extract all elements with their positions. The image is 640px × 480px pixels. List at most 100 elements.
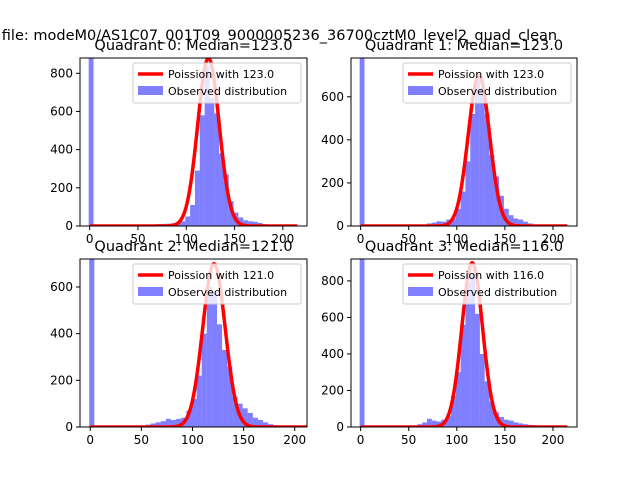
histogram-bar (190, 205, 195, 226)
legend-label-observed: Observed distribution (168, 85, 287, 98)
histogram-bar (503, 419, 509, 427)
x-tick-label: 0 (357, 232, 365, 246)
legend-box (402, 62, 572, 104)
histogram-bar (223, 174, 229, 226)
x-tick-label: 200 (271, 232, 294, 246)
histogram-bar (513, 218, 519, 226)
histogram-bar (494, 176, 500, 226)
histogram-bar (201, 333, 207, 427)
histogram-bar (465, 282, 471, 427)
legend-hist-swatch (138, 287, 163, 296)
x-tick-label: 0 (357, 433, 365, 447)
legend: Poission with 116.0 Observed distribution (402, 263, 572, 305)
histogram-bar (513, 422, 519, 427)
x-tick-label: 150 (493, 433, 516, 447)
quadrant-0-chart: Quadrant 0: Median=123.0 0 50 100 150 200 0 200… (50, 38, 308, 246)
histogram-bar (465, 161, 471, 226)
x-tick-label: 50 (401, 232, 416, 246)
poisson-fit-line (359, 260, 569, 427)
histogram-bar (211, 291, 218, 427)
histogram-bar (176, 418, 182, 427)
histogram-bar (489, 401, 495, 427)
histogram-bar (217, 324, 223, 427)
histogram-bar (186, 410, 192, 427)
histogram-bar (204, 65, 210, 226)
quadrant-3-chart: Quadrant 3: Median=116.0 0 50 100 150 200 0 200… (321, 239, 578, 447)
y-tick-label: 200 (50, 181, 73, 195)
histogram-bar (263, 422, 269, 427)
histogram-bar (194, 170, 200, 226)
x-tick-label: 100 (445, 433, 468, 447)
x-tick-label: 100 (181, 433, 204, 447)
y-tick-label: 600 (50, 280, 73, 294)
axes-frame (350, 258, 578, 428)
figure-suptitle: n file: modeM0/AS1C07_001T09_9000005236_… (0, 28, 557, 44)
histogram-bar (227, 366, 233, 427)
histogram-bar (479, 353, 485, 427)
legend-hist-swatch (138, 86, 163, 95)
legend-label-poisson: Poission with 123.0 (168, 68, 274, 81)
panel-title: Quadrant 0: Median=123.0 (94, 38, 292, 54)
axes-frame (350, 57, 578, 227)
legend-label-poisson: Poission with 121.0 (168, 269, 274, 282)
x-tick-label: 150 (493, 232, 516, 246)
histogram-bar (222, 350, 228, 427)
histogram-bar (232, 396, 238, 427)
histogram-bar (243, 220, 249, 226)
histogram-bar (475, 79, 480, 226)
histogram-bar (165, 418, 172, 427)
panel-title: Quadrant 1: Median=123.0 (365, 38, 563, 54)
histogram-bar (451, 395, 456, 427)
histogram-bar (422, 422, 427, 427)
legend-label-observed: Observed distribution (438, 85, 557, 98)
legend-label-poisson: Poission with 123.0 (438, 68, 544, 81)
histogram-bar (214, 113, 220, 226)
histogram-bar (242, 408, 248, 427)
y-tick-label: 600 (321, 310, 344, 324)
y-tick-label: 0 (65, 219, 73, 233)
quadrant-2-chart: Quadrant 2: Median=121.0 0 50 100 150 200 0 200… (50, 239, 308, 447)
histogram-bar (248, 221, 253, 226)
x-tick-label: 0 (86, 232, 94, 246)
x-tick-label: 200 (542, 433, 565, 447)
histogram-bar (191, 399, 197, 427)
legend-box (132, 62, 302, 104)
histogram-bar (460, 191, 466, 226)
legend-box (132, 263, 302, 305)
y-tick-label: 200 (50, 373, 73, 387)
quadrant-1-chart: Quadrant 1: Median=123.0 0 50 100 150 200 0 200… (321, 38, 578, 246)
legend-label-observed: Observed distribution (168, 286, 287, 299)
x-tick-label: 200 (542, 232, 565, 246)
y-tick-label: 800 (50, 66, 73, 80)
y-tick-label: 200 (321, 176, 344, 190)
panel-title: Quadrant 3: Median=116.0 (365, 239, 563, 255)
y-tick-label: 400 (321, 347, 344, 361)
y-tick-label: 400 (50, 143, 73, 157)
y-tick-label: 0 (336, 219, 344, 233)
histogram-bar (252, 417, 258, 427)
histogram-bar (89, 259, 95, 427)
histogram-bar (436, 221, 442, 226)
histogram-bar (238, 217, 244, 226)
histogram-bar (455, 372, 461, 427)
histogram-bar (247, 413, 253, 427)
histogram-bar (475, 313, 480, 427)
histogram-bar (206, 287, 212, 427)
y-tick-label: 200 (321, 383, 344, 397)
poisson-fit-line (88, 58, 299, 226)
histogram-bar (180, 221, 186, 226)
histogram-bar (523, 221, 528, 226)
legend-hist-swatch (408, 287, 433, 296)
legend: Poission with 123.0 Observed distribution (132, 62, 302, 104)
histogram-bar (451, 218, 456, 226)
y-tick-label: 800 (321, 274, 344, 288)
x-tick-label: 50 (401, 433, 416, 447)
legend-box (402, 263, 572, 305)
histogram-bar (470, 114, 476, 226)
histogram-bar (484, 381, 490, 427)
histogram-bar (359, 58, 365, 226)
x-tick-label: 50 (130, 232, 145, 246)
histogram-bar (88, 58, 94, 226)
histogram-bar (446, 416, 452, 427)
y-tick-label: 600 (50, 104, 73, 118)
